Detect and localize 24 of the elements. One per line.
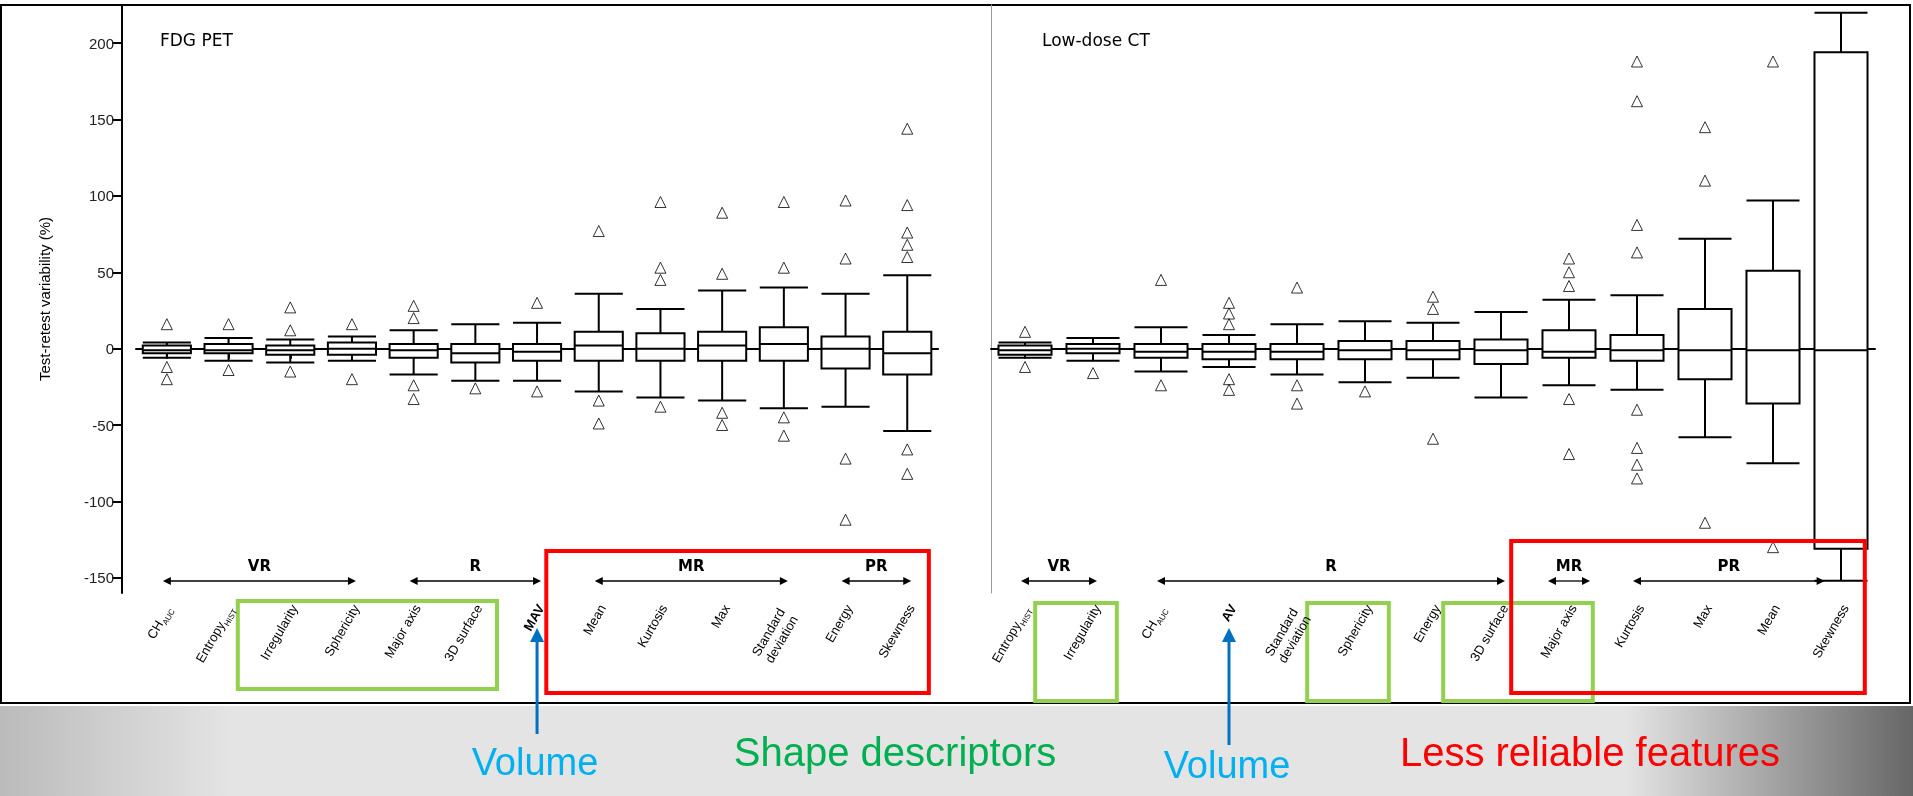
annotation: MR [1555,557,1583,575]
y-tick-label: 0 [105,340,114,358]
text: Volume [471,740,599,784]
text: Less reliable features [1399,729,1781,775]
y-tick-label: 200 [88,34,114,52]
y-tick-label: -100 [83,492,114,510]
x-tick-label: AV [1217,601,1240,625]
annotation: VR [247,557,271,575]
text: FDG PET [160,29,234,50]
y-tick-label: 50 [97,263,114,281]
y-tick-label: -50 [92,416,114,434]
text: Volume [1163,743,1291,787]
text: Low-dose CT [1042,29,1151,50]
annotation: PR [865,557,888,575]
annotation: PR [1717,557,1741,575]
y-tick-label: 100 [88,187,114,205]
y-tick-label: -150 [83,569,114,587]
annotation: R [469,557,482,575]
y-tick-label: 150 [88,111,114,129]
annotation: MR [678,557,705,575]
annotation: R [1325,557,1337,575]
annotation: VR [1047,557,1071,575]
text: Shape descriptors [733,729,1057,775]
y-axis-title: Test-retest variability (%) [36,216,53,382]
